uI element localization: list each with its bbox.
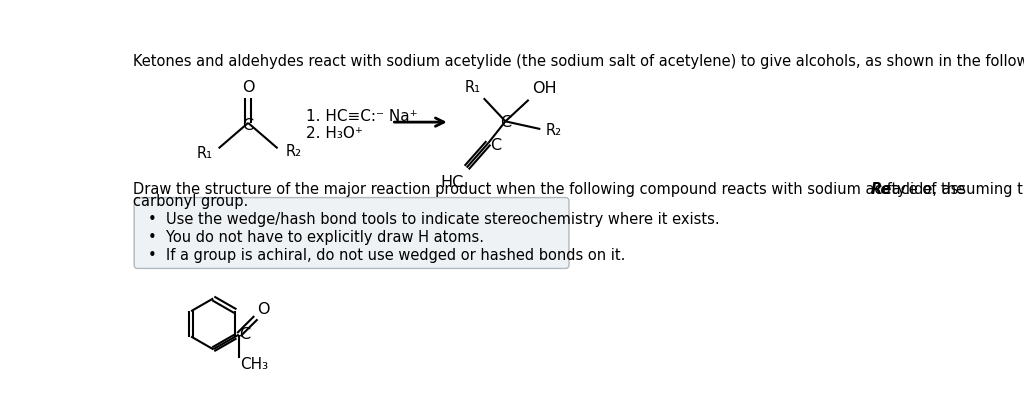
- Text: •  You do not have to explicitly draw H atoms.: • You do not have to explicitly draw H a…: [148, 229, 484, 245]
- Text: •  If a group is achiral, do not use wedged or hashed bonds on it.: • If a group is achiral, do not use wedg…: [148, 247, 626, 262]
- Text: O: O: [257, 301, 270, 317]
- Text: Draw the structure of the major reaction product when the following compound rea: Draw the structure of the major reaction…: [133, 181, 1024, 196]
- Text: C: C: [489, 137, 501, 153]
- Text: 2. H₃O⁺: 2. H₃O⁺: [306, 126, 364, 141]
- Text: carbonyl group.: carbonyl group.: [133, 193, 248, 209]
- Text: CH₃: CH₃: [241, 356, 268, 371]
- FancyBboxPatch shape: [134, 198, 569, 269]
- Text: Ketones and aldehydes react with sodium acetylide (the sodium salt of acetylene): Ketones and aldehydes react with sodium …: [133, 54, 1024, 69]
- Text: R₂: R₂: [286, 144, 301, 159]
- Text: R₁: R₁: [197, 145, 212, 160]
- Text: R₂: R₂: [546, 122, 562, 137]
- Text: HC: HC: [440, 174, 464, 189]
- Text: Re: Re: [870, 181, 891, 196]
- Text: C: C: [243, 118, 254, 133]
- Text: •  Use the wedge/hash bond tools to indicate stereochemistry where it exists.: • Use the wedge/hash bond tools to indic…: [148, 212, 720, 227]
- Text: O: O: [242, 80, 254, 95]
- Text: OH: OH: [532, 81, 557, 96]
- Text: C: C: [500, 115, 511, 130]
- Text: face of the: face of the: [882, 181, 966, 196]
- Text: R₁: R₁: [465, 79, 480, 94]
- Text: C: C: [240, 326, 251, 342]
- Text: 1. HC≡C:⁻ Na⁺: 1. HC≡C:⁻ Na⁺: [306, 109, 418, 124]
